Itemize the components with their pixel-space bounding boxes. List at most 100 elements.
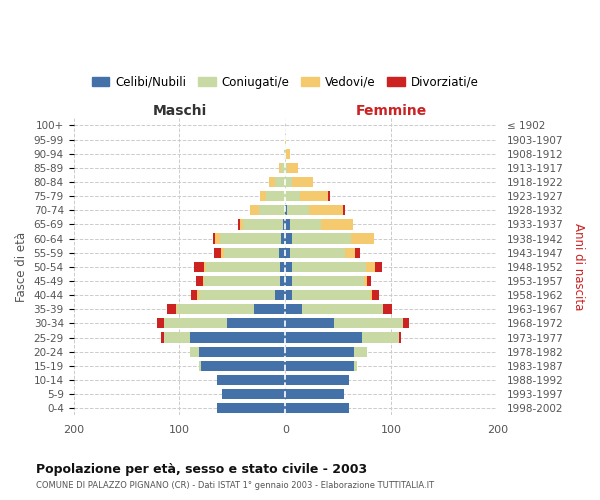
Bar bbox=[366, 262, 376, 272]
Bar bbox=[281, 163, 286, 173]
Bar bbox=[250, 205, 259, 216]
Bar bbox=[355, 248, 359, 258]
Bar bbox=[351, 234, 374, 243]
Bar bbox=[354, 346, 367, 356]
Bar bbox=[300, 191, 328, 201]
Y-axis label: Fasce di età: Fasce di età bbox=[15, 232, 28, 302]
Bar bbox=[302, 304, 383, 314]
Bar bbox=[286, 148, 290, 159]
Bar bbox=[199, 290, 275, 300]
Bar bbox=[157, 318, 164, 328]
Bar bbox=[215, 234, 220, 243]
Bar bbox=[364, 276, 367, 286]
Bar bbox=[286, 360, 354, 371]
Bar bbox=[204, 276, 280, 286]
Bar bbox=[344, 248, 355, 258]
Text: Maschi: Maschi bbox=[152, 104, 206, 118]
Bar bbox=[190, 346, 199, 356]
Bar bbox=[372, 290, 379, 300]
Bar bbox=[164, 332, 190, 342]
Bar bbox=[266, 191, 286, 201]
Bar bbox=[204, 262, 206, 272]
Bar bbox=[206, 262, 280, 272]
Bar bbox=[279, 163, 281, 173]
Bar bbox=[292, 290, 370, 300]
Bar bbox=[370, 290, 372, 300]
Bar bbox=[328, 191, 330, 201]
Bar bbox=[217, 375, 286, 385]
Bar bbox=[286, 304, 302, 314]
Bar bbox=[376, 262, 382, 272]
Bar bbox=[167, 304, 176, 314]
Bar bbox=[398, 332, 401, 342]
Bar bbox=[292, 234, 351, 243]
Bar bbox=[292, 262, 366, 272]
Bar bbox=[199, 360, 200, 371]
Bar bbox=[286, 191, 300, 201]
Bar bbox=[227, 318, 286, 328]
Bar bbox=[281, 234, 286, 243]
Bar bbox=[164, 318, 227, 328]
Bar bbox=[254, 304, 286, 314]
Bar bbox=[286, 234, 292, 243]
Bar bbox=[238, 220, 240, 230]
Bar bbox=[383, 304, 392, 314]
Bar bbox=[194, 262, 204, 272]
Bar bbox=[286, 276, 292, 286]
Bar bbox=[178, 304, 254, 314]
Bar bbox=[286, 375, 349, 385]
Bar bbox=[275, 177, 286, 187]
Bar bbox=[279, 248, 286, 258]
Text: Popolazione per età, sesso e stato civile - 2003: Popolazione per età, sesso e stato civil… bbox=[36, 462, 367, 475]
Bar bbox=[286, 346, 354, 356]
Bar bbox=[275, 290, 286, 300]
Bar bbox=[191, 290, 197, 300]
Bar bbox=[290, 248, 344, 258]
Bar bbox=[176, 304, 178, 314]
Bar bbox=[161, 332, 164, 342]
Bar bbox=[286, 389, 344, 399]
Bar bbox=[287, 205, 308, 216]
Bar bbox=[343, 205, 344, 216]
Bar bbox=[217, 403, 286, 413]
Bar bbox=[334, 318, 403, 328]
Bar bbox=[196, 276, 203, 286]
Bar bbox=[286, 177, 292, 187]
Bar bbox=[284, 148, 286, 159]
Bar bbox=[220, 234, 281, 243]
Bar bbox=[367, 276, 371, 286]
Bar bbox=[286, 403, 349, 413]
Bar bbox=[222, 389, 286, 399]
Text: COMUNE DI PALAZZO PIGNANO (CR) - Dati ISTAT 1° gennaio 2003 - Elaborazione TUTTI: COMUNE DI PALAZZO PIGNANO (CR) - Dati IS… bbox=[36, 481, 434, 490]
Bar bbox=[403, 318, 409, 328]
Bar bbox=[203, 276, 204, 286]
Bar bbox=[286, 262, 292, 272]
Bar bbox=[280, 276, 286, 286]
Bar bbox=[287, 163, 298, 173]
Bar bbox=[286, 290, 292, 300]
Bar bbox=[362, 332, 398, 342]
Bar bbox=[240, 220, 243, 230]
Bar bbox=[243, 220, 283, 230]
Bar bbox=[260, 191, 266, 201]
Bar bbox=[354, 360, 358, 371]
Bar bbox=[286, 332, 362, 342]
Bar bbox=[259, 205, 286, 216]
Y-axis label: Anni di nascita: Anni di nascita bbox=[572, 223, 585, 310]
Bar bbox=[280, 262, 286, 272]
Bar bbox=[190, 332, 286, 342]
Bar bbox=[197, 290, 199, 300]
Legend: Celibi/Nubili, Coniugati/e, Vedovi/e, Divorziati/e: Celibi/Nubili, Coniugati/e, Vedovi/e, Di… bbox=[87, 71, 484, 94]
Bar bbox=[224, 248, 279, 258]
Bar bbox=[199, 346, 286, 356]
Text: Femmine: Femmine bbox=[356, 104, 427, 118]
Bar bbox=[221, 248, 224, 258]
Bar bbox=[269, 177, 275, 187]
Bar bbox=[286, 318, 334, 328]
Bar bbox=[214, 248, 221, 258]
Bar bbox=[214, 234, 215, 243]
Bar bbox=[286, 248, 290, 258]
Bar bbox=[292, 276, 364, 286]
Bar bbox=[283, 220, 286, 230]
Bar bbox=[290, 220, 322, 230]
